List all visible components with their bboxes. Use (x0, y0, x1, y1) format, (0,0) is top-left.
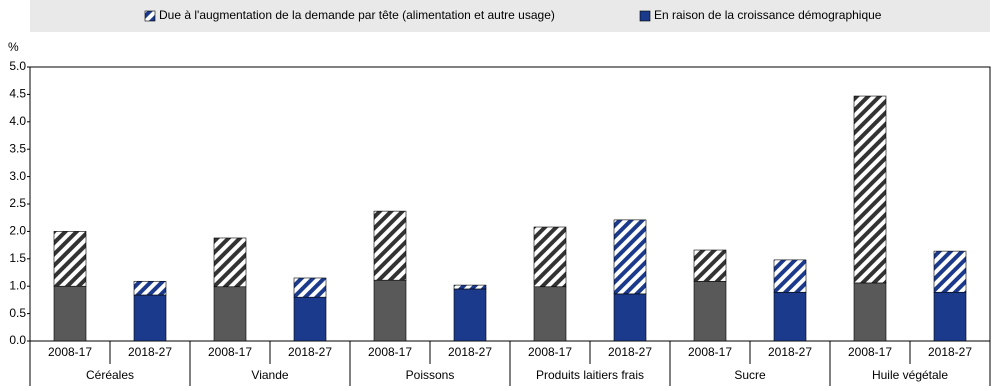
bar-segment (853, 95, 887, 284)
x-tick-label: 2008-17 (688, 345, 732, 359)
bar-segment (693, 249, 727, 282)
x-tick-label: 2018-27 (608, 345, 652, 359)
y-tick-label: 0.0 (9, 333, 26, 347)
bar-segment (533, 286, 567, 342)
bar-segment (213, 237, 247, 288)
bar-segment (133, 294, 167, 342)
y-tick-label: 2.0 (9, 224, 26, 238)
bar-segment (53, 285, 87, 342)
y-tick-label: 1.0 (9, 278, 26, 292)
bar-segment (373, 210, 407, 281)
y-tick-label: 0.5 (9, 306, 26, 320)
bar-segment (933, 250, 967, 293)
bar-segment (533, 226, 567, 288)
bar-segment (373, 279, 407, 342)
y-tick-label: 2.5 (9, 196, 26, 210)
bar-segment (853, 282, 887, 342)
bar-segment (693, 280, 727, 342)
x-tick-label: 2018-27 (448, 345, 492, 359)
y-tick-label: 4.5 (9, 87, 26, 101)
plot-frame (29, 66, 991, 342)
x-tick-label: 2018-27 (288, 345, 332, 359)
y-tick-label: 4.0 (9, 114, 26, 128)
bar-segment (53, 231, 87, 287)
group-label: Sucre (734, 368, 766, 382)
y-tick-label: 3.5 (9, 141, 26, 155)
group-label: Produits laitiers frais (536, 368, 644, 382)
bar-segment (773, 259, 807, 293)
legend-box (30, 0, 990, 32)
x-tick-label: 2008-17 (208, 345, 252, 359)
x-tick-label: 2018-27 (768, 345, 812, 359)
x-tick-label: 2018-27 (928, 345, 972, 359)
bar-segment (773, 291, 807, 342)
bar-segment (453, 288, 487, 342)
y-tick-label: 3.0 (9, 169, 26, 183)
bar-segment (933, 291, 967, 342)
y-tick-label: 5.0 (9, 59, 26, 73)
group-label: Viande (251, 368, 288, 382)
bar-segment (133, 280, 167, 296)
y-tick-label: 1.5 (9, 251, 26, 265)
x-tick-label: 2008-17 (848, 345, 892, 359)
legend-label: En raison de la croissance démographique (654, 8, 882, 22)
x-tick-label: 2008-17 (368, 345, 412, 359)
x-tick-label: 2018-27 (128, 345, 172, 359)
bar-segment (453, 284, 487, 290)
legend-label: Due à l'augmentation de la demande par t… (159, 8, 555, 22)
x-tick-label: 2008-17 (48, 345, 92, 359)
legend-swatch (144, 10, 156, 22)
legend-swatch (639, 10, 651, 22)
bar-segment (293, 296, 327, 342)
bar-segment (293, 277, 327, 298)
x-tick-label: 2008-17 (528, 345, 572, 359)
bar-segment (613, 219, 647, 295)
group-label: Céréales (86, 368, 134, 382)
group-label: Poissons (406, 368, 455, 382)
bar-segment (213, 286, 247, 342)
group-label: Huile végétale (872, 368, 948, 382)
bar-segment (613, 293, 647, 342)
y-axis-label: % (8, 40, 19, 54)
